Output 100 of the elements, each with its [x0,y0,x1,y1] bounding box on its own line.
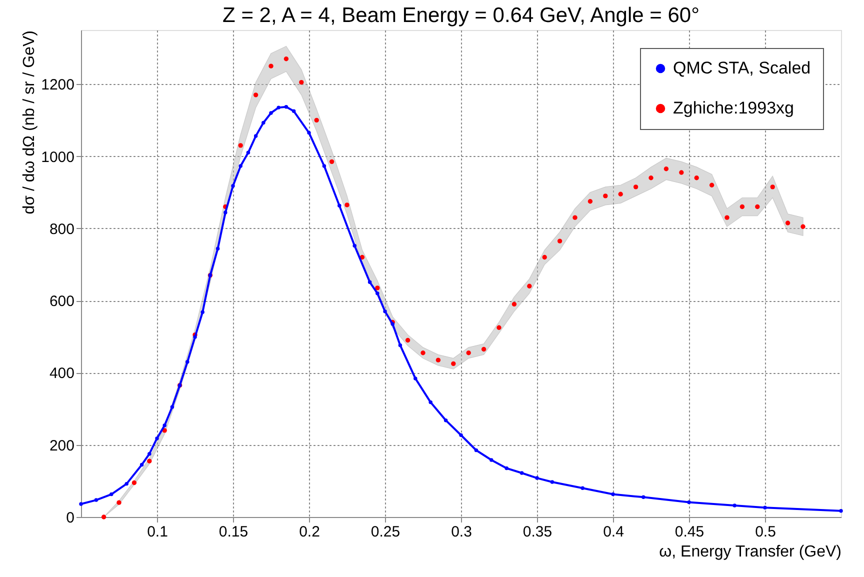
point [132,480,137,486]
x-tick-label: 0.35 [522,524,552,540]
legend-label: Zghiche:1993xg [673,98,794,118]
point [557,238,562,244]
point [770,184,775,190]
y-tick-label: 600 [49,293,74,310]
x-tick-label: 0.25 [370,524,400,540]
point [512,302,517,307]
legend-label: QMC STA, Scaled [673,58,811,78]
y-axis-title: dσ / dω dΩ (nb / sr / GeV) [21,30,38,214]
x-axis-title: ω, Energy Transfer (GeV) [659,544,842,560]
point [307,130,311,135]
point [451,361,456,366]
x-tick-label: 0.1 [147,524,168,540]
point [444,418,448,422]
point [124,482,128,486]
point [642,495,646,500]
point [405,338,410,343]
x-tick-label: 0.5 [755,524,776,540]
point [611,492,615,496]
point [162,424,166,428]
point [231,184,235,188]
point [246,150,250,155]
point [329,159,334,164]
point [428,400,432,404]
x-tick-label: 0.45 [674,524,704,540]
point [79,502,83,506]
point [276,106,280,110]
point [414,376,418,380]
point [383,310,387,314]
point [588,199,593,204]
point [360,254,365,260]
point [481,346,486,352]
point [687,500,691,504]
point [755,204,760,210]
point [496,325,502,330]
point [542,254,547,260]
point [648,176,654,180]
point [193,335,197,339]
point [580,486,584,490]
point [140,462,144,467]
point [550,480,554,484]
x-tick-label: 0.15 [218,524,248,540]
point [262,120,266,125]
point [709,182,714,188]
point [224,210,228,214]
point [147,458,152,464]
y-tick-label: 400 [49,365,74,382]
point [504,466,508,470]
point [376,291,380,296]
point [101,514,106,520]
point [170,405,174,409]
point [148,452,152,456]
point [186,360,190,364]
point [474,448,478,452]
point [520,471,524,475]
point [740,204,745,210]
point [800,224,806,229]
point [253,92,258,98]
point [694,176,699,180]
point [724,215,730,220]
x-tick-label: 0.3 [451,524,472,540]
point [368,280,372,284]
y-tick-label: 1000 [41,148,74,166]
point [338,204,342,208]
y-tick-label: 800 [49,220,74,238]
point [155,436,159,440]
point [459,433,463,437]
point [603,194,608,198]
point [398,343,402,348]
point [352,244,356,248]
point [254,134,258,138]
point [420,350,426,356]
point [269,111,273,115]
point [375,286,380,290]
point [344,202,350,208]
x-tick-label: 0.4 [603,524,624,540]
point [618,192,623,196]
point [490,458,494,462]
point [299,80,304,85]
point [633,184,638,190]
point [763,506,767,510]
point [322,164,326,168]
point [572,215,578,220]
y-tick-label: 0 [66,510,74,526]
point [732,504,736,508]
point [679,170,684,175]
point [94,498,98,502]
y-tick-label: 1200 [41,76,74,94]
point [292,109,296,114]
point [535,476,539,480]
x-tick-label: 0.2 [299,524,320,540]
point [284,56,289,62]
point [238,164,242,168]
point [200,310,204,314]
point [527,284,532,288]
point [284,104,288,109]
point [238,143,243,148]
point [314,118,319,123]
point [436,358,441,362]
